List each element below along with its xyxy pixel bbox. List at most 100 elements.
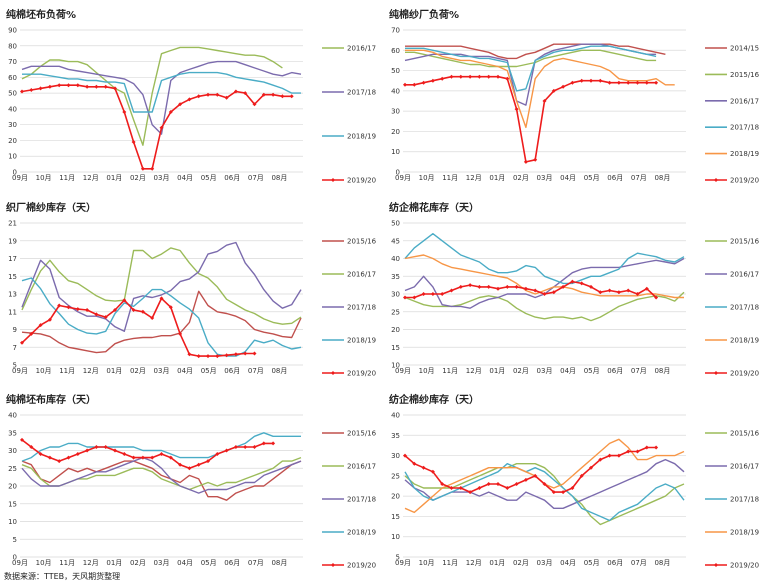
series-point [542, 482, 547, 486]
series-point [187, 466, 192, 471]
series-point [252, 351, 257, 356]
x-tick-label: 01月 [489, 559, 505, 567]
x-tick-label: 01月 [106, 559, 122, 567]
x-tick-label: 05月 [584, 174, 600, 182]
series-point [261, 441, 266, 446]
x-tick-label: 11月 [442, 174, 458, 182]
series-point [654, 445, 659, 450]
series-point [196, 94, 201, 99]
series-point [224, 95, 229, 100]
series-point [122, 110, 127, 114]
y-tick-label: 40 [391, 412, 400, 420]
series-point [523, 286, 528, 291]
series-point [403, 453, 407, 458]
legend-marker [331, 178, 335, 182]
series-point [75, 83, 80, 88]
series-point [196, 354, 201, 359]
series-point [20, 340, 24, 345]
series-point [206, 354, 210, 359]
series-line [405, 280, 657, 299]
x-tick-label: 06月 [224, 174, 240, 182]
series-point [66, 305, 71, 310]
series-point [252, 102, 257, 107]
series-point [496, 482, 500, 486]
x-tick-label: 09月 [12, 367, 28, 375]
y-tick-label: 35 [391, 273, 400, 281]
y-tick-label: 11 [8, 308, 17, 316]
series-point [589, 284, 593, 289]
y-tick-label: 35 [391, 432, 400, 440]
y-tick-label: 0 [396, 169, 400, 177]
series-point [47, 317, 52, 322]
series-point [38, 323, 43, 328]
legend-label: 2016/17 [730, 97, 759, 105]
y-tick-label: 40 [8, 105, 17, 113]
series-point [57, 459, 62, 464]
y-tick-label: 20 [391, 128, 400, 136]
x-tick-label: 10月 [36, 559, 52, 567]
series-point [505, 76, 510, 81]
series-point [644, 80, 649, 85]
y-tick-label: 21 [8, 220, 17, 228]
x-tick-label: 02月 [130, 559, 146, 567]
series-point [159, 452, 164, 456]
series-point [38, 86, 43, 91]
chart-title: 纯棉坯布负荷% [6, 8, 76, 21]
x-tick-label: 05月 [201, 174, 217, 182]
series-point [150, 166, 155, 171]
x-tick-label: 02月 [513, 174, 529, 182]
legend-label: 2016/17 [347, 45, 376, 53]
chart-panel: 纯棉坯布负荷% 0 10 20 30 40 50 60 70 80 90 09月 10月 11月 12月 01… [0, 0, 380, 190]
series-point [131, 455, 136, 460]
legend-marker [714, 371, 718, 375]
x-tick-label: 03月 [537, 559, 553, 567]
y-tick-label: 25 [391, 308, 400, 316]
x-tick-label: 09月 [395, 559, 411, 567]
series-point [440, 292, 445, 296]
legend-label: 2016/17 [730, 271, 759, 279]
y-tick-label: 15 [391, 344, 400, 352]
legend-label: 2019/20 [730, 177, 759, 185]
series-point [607, 453, 612, 458]
series-point [570, 486, 575, 490]
x-tick-label: 11月 [442, 367, 458, 375]
chart-panel: 纺企棉花库存（天） 10 15 20 25 30 35 40 45 50 09月 10月 11月 12月 0… [383, 193, 763, 383]
series-point [57, 303, 62, 308]
series-point [233, 89, 238, 94]
legend-label: 2017/18 [347, 304, 376, 312]
chart-panel: 织厂棉纱库存（天） 5 7 9 11 13 15 17 19 21 09月 10月 11月 12月 01月 0… [0, 193, 380, 383]
chart-panel: 纯棉纱厂负荷% 0 10 20 30 40 50 60 70 09月 10月 11月 12月 01月 02月… [383, 0, 763, 190]
series-point [654, 80, 659, 85]
series-point [159, 125, 164, 130]
series-point [206, 459, 210, 464]
series-point [403, 82, 407, 87]
legend-marker [714, 178, 718, 182]
y-tick-label: 40 [8, 412, 17, 420]
series-point [271, 441, 276, 446]
x-tick-label: 03月 [537, 367, 553, 375]
chart-svg: 纯棉坯布库存（天） 0 5 10 15 20 25 30 35 40 09月 10月 11月 12月 01月… [6, 393, 377, 570]
series-point [486, 284, 491, 289]
series-point [514, 107, 519, 112]
series-point [579, 281, 584, 286]
x-tick-label: 02月 [130, 367, 146, 375]
x-tick-label: 06月 [607, 367, 623, 375]
series-point [589, 465, 593, 470]
series-point [122, 452, 127, 456]
series-line [405, 43, 666, 60]
x-tick-label: 08月 [271, 367, 287, 375]
series-point [75, 452, 80, 456]
x-tick-label: 12月 [83, 559, 99, 567]
chart-svg: 纯棉坯布负荷% 0 10 20 30 40 50 60 70 80 90 09月 10月 11月 12月 01… [6, 8, 376, 185]
series-point [430, 469, 435, 474]
series-point [103, 445, 108, 449]
legend-label: 2015/16 [730, 238, 760, 246]
series-point [94, 84, 99, 89]
legend-label: 2015/16 [347, 238, 377, 246]
series-point [496, 286, 500, 291]
series-line [404, 463, 685, 522]
x-tick-label: 09月 [12, 174, 28, 182]
series-point [421, 292, 426, 296]
y-tick-label: 5 [396, 554, 400, 562]
x-tick-label: 10月 [36, 367, 52, 375]
